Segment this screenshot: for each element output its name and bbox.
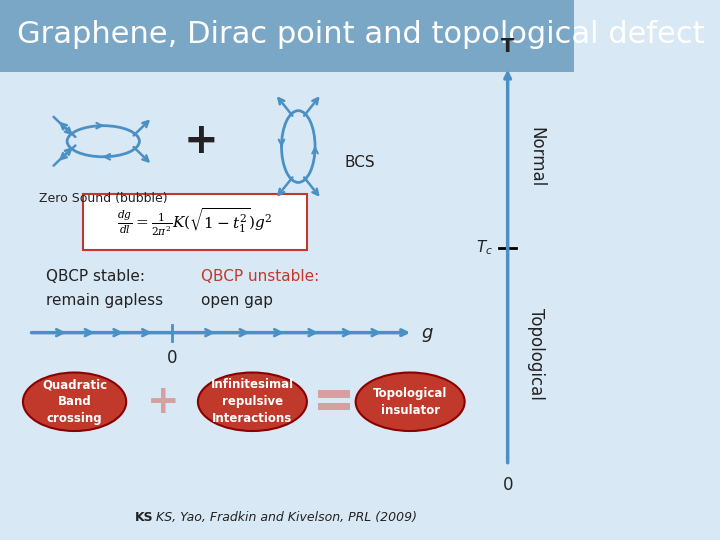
Text: Normal: Normal xyxy=(527,127,545,187)
Text: g: g xyxy=(422,323,433,342)
Text: 0: 0 xyxy=(167,349,177,367)
Text: $T_c$: $T_c$ xyxy=(477,238,493,257)
Text: Topological: Topological xyxy=(527,308,545,400)
FancyBboxPatch shape xyxy=(318,390,350,397)
FancyBboxPatch shape xyxy=(0,0,574,72)
Text: Infinitesimal
repulsive
Interactions: Infinitesimal repulsive Interactions xyxy=(211,378,294,426)
Text: QBCP unstable:: QBCP unstable: xyxy=(201,269,319,284)
Text: T: T xyxy=(501,37,514,56)
Text: KS: KS xyxy=(135,511,153,524)
Text: Topological
insulator: Topological insulator xyxy=(373,387,447,417)
Text: $\frac{dg}{dl} = \frac{1}{2\pi^2}K(\sqrt{1-t_1^2})g^2$: $\frac{dg}{dl} = \frac{1}{2\pi^2}K(\sqrt… xyxy=(117,207,273,238)
Ellipse shape xyxy=(198,373,307,431)
Text: QBCP stable:: QBCP stable: xyxy=(46,269,145,284)
Text: Graphene, Dirac point and topological defect: Graphene, Dirac point and topological de… xyxy=(17,21,705,49)
Text: BCS: BCS xyxy=(344,155,375,170)
Text: +: + xyxy=(184,120,218,162)
Text: 0: 0 xyxy=(503,476,513,494)
Text: KS, Yao, Fradkin and Kivelson, PRL (2009): KS, Yao, Fradkin and Kivelson, PRL (2009… xyxy=(156,511,418,524)
Ellipse shape xyxy=(356,373,464,431)
Text: Quadratic
Band
crossing: Quadratic Band crossing xyxy=(42,378,107,426)
Ellipse shape xyxy=(23,373,126,431)
Text: +: + xyxy=(147,383,180,421)
Text: open gap: open gap xyxy=(201,293,273,308)
Text: Zero Sound (bubble): Zero Sound (bubble) xyxy=(39,192,168,205)
Text: remain gapless: remain gapless xyxy=(46,293,163,308)
FancyBboxPatch shape xyxy=(318,403,350,410)
FancyBboxPatch shape xyxy=(84,194,307,250)
